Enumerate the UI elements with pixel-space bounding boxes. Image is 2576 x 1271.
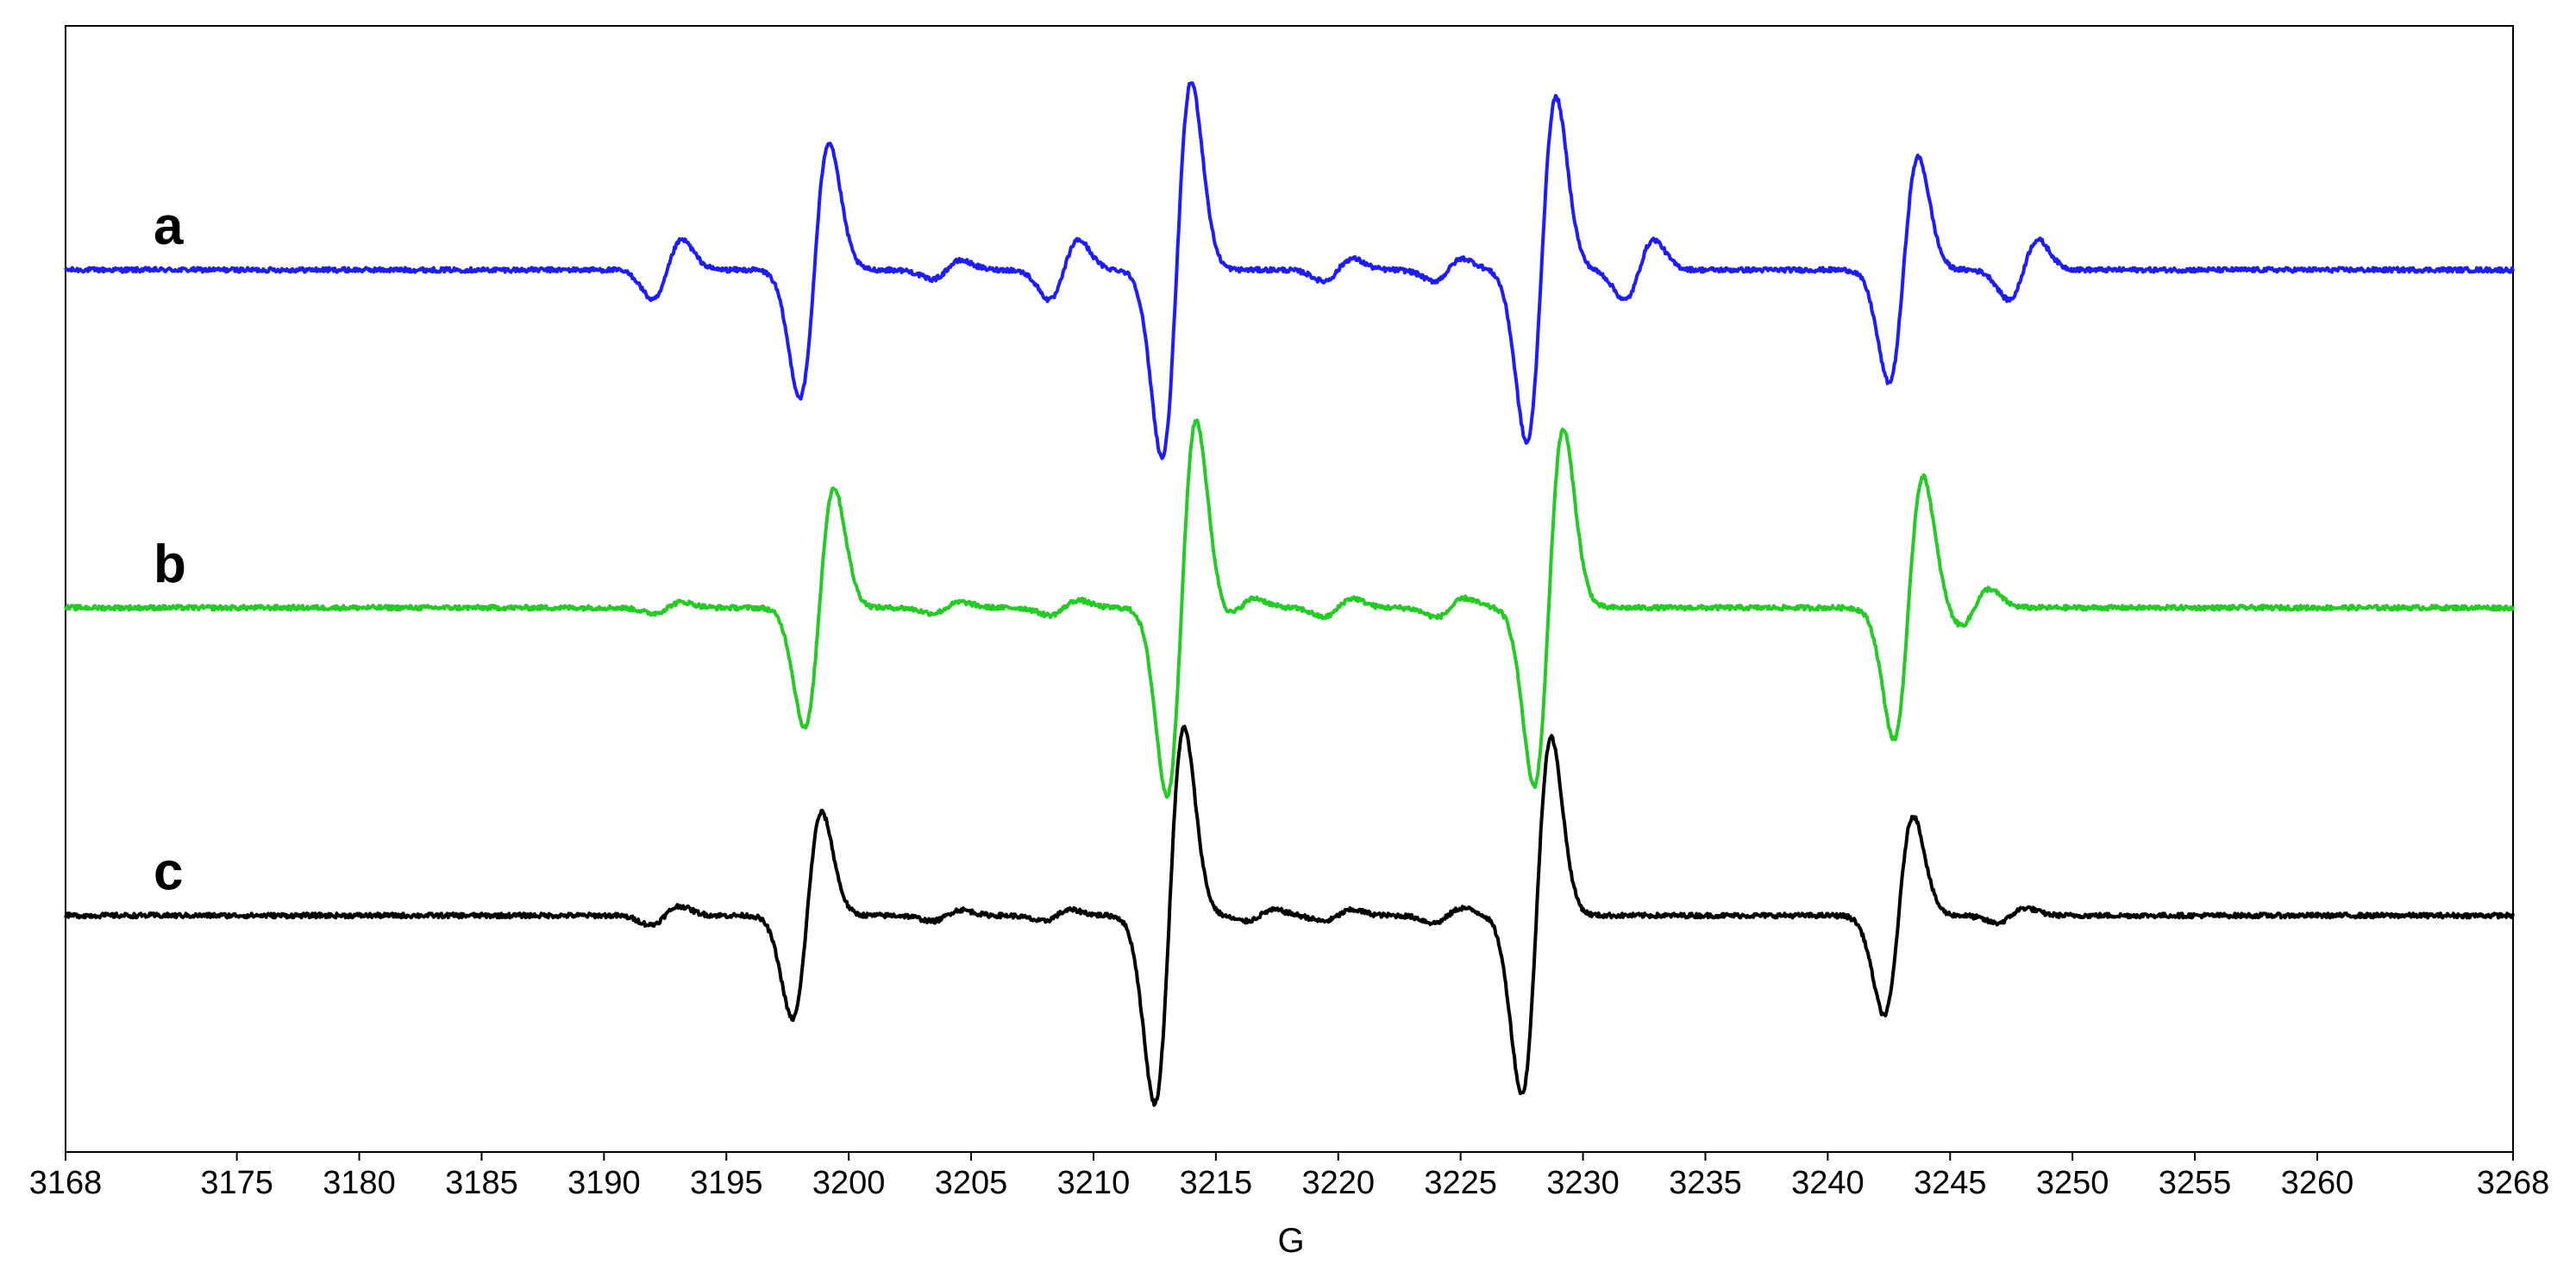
x-tick-label: 3168 [29, 1165, 103, 1201]
x-tick-label: 3175 [200, 1165, 273, 1201]
x-tick-label: 3210 [1057, 1165, 1131, 1201]
x-tick-label: 3180 [323, 1165, 396, 1201]
x-tick-label: 3215 [1180, 1165, 1253, 1201]
series-line-b [64, 418, 2515, 799]
x-tick-label: 3235 [1669, 1165, 1742, 1201]
x-tick-label: 3200 [812, 1165, 886, 1201]
series-label-c: c [154, 842, 183, 902]
x-axis-title: G [1277, 1222, 1304, 1260]
x-axis-ticks: 3168 3175 3180 3185 3190 3195 3200 3205 3210 3215… [29, 1152, 2550, 1201]
x-tick-label: 3250 [2036, 1165, 2109, 1201]
series-line-a [64, 81, 2515, 460]
x-tick-label: 3195 [690, 1165, 763, 1201]
x-tick-label: 3220 [1301, 1165, 1375, 1201]
x-tick-label: 3260 [2281, 1165, 2354, 1201]
x-tick-label: 3185 [445, 1165, 518, 1201]
series-line-c [64, 724, 2515, 1107]
series-label-group: a b c [154, 197, 186, 902]
x-tick-label: 3190 [567, 1165, 641, 1201]
x-tick-label: 3240 [1791, 1165, 1865, 1201]
x-tick-label: 3245 [1914, 1165, 1987, 1201]
series-label-b: b [154, 535, 186, 594]
series-group [64, 81, 2515, 1107]
series-label-a: a [154, 197, 184, 256]
x-tick-label: 3225 [1424, 1165, 1497, 1201]
plot-frame [65, 25, 2514, 1153]
x-tick-label: 3205 [935, 1165, 1008, 1201]
x-tick-label: 3268 [2477, 1165, 2550, 1201]
x-tick-label: 3230 [1546, 1165, 1620, 1201]
x-tick-label: 3255 [2159, 1165, 2232, 1201]
